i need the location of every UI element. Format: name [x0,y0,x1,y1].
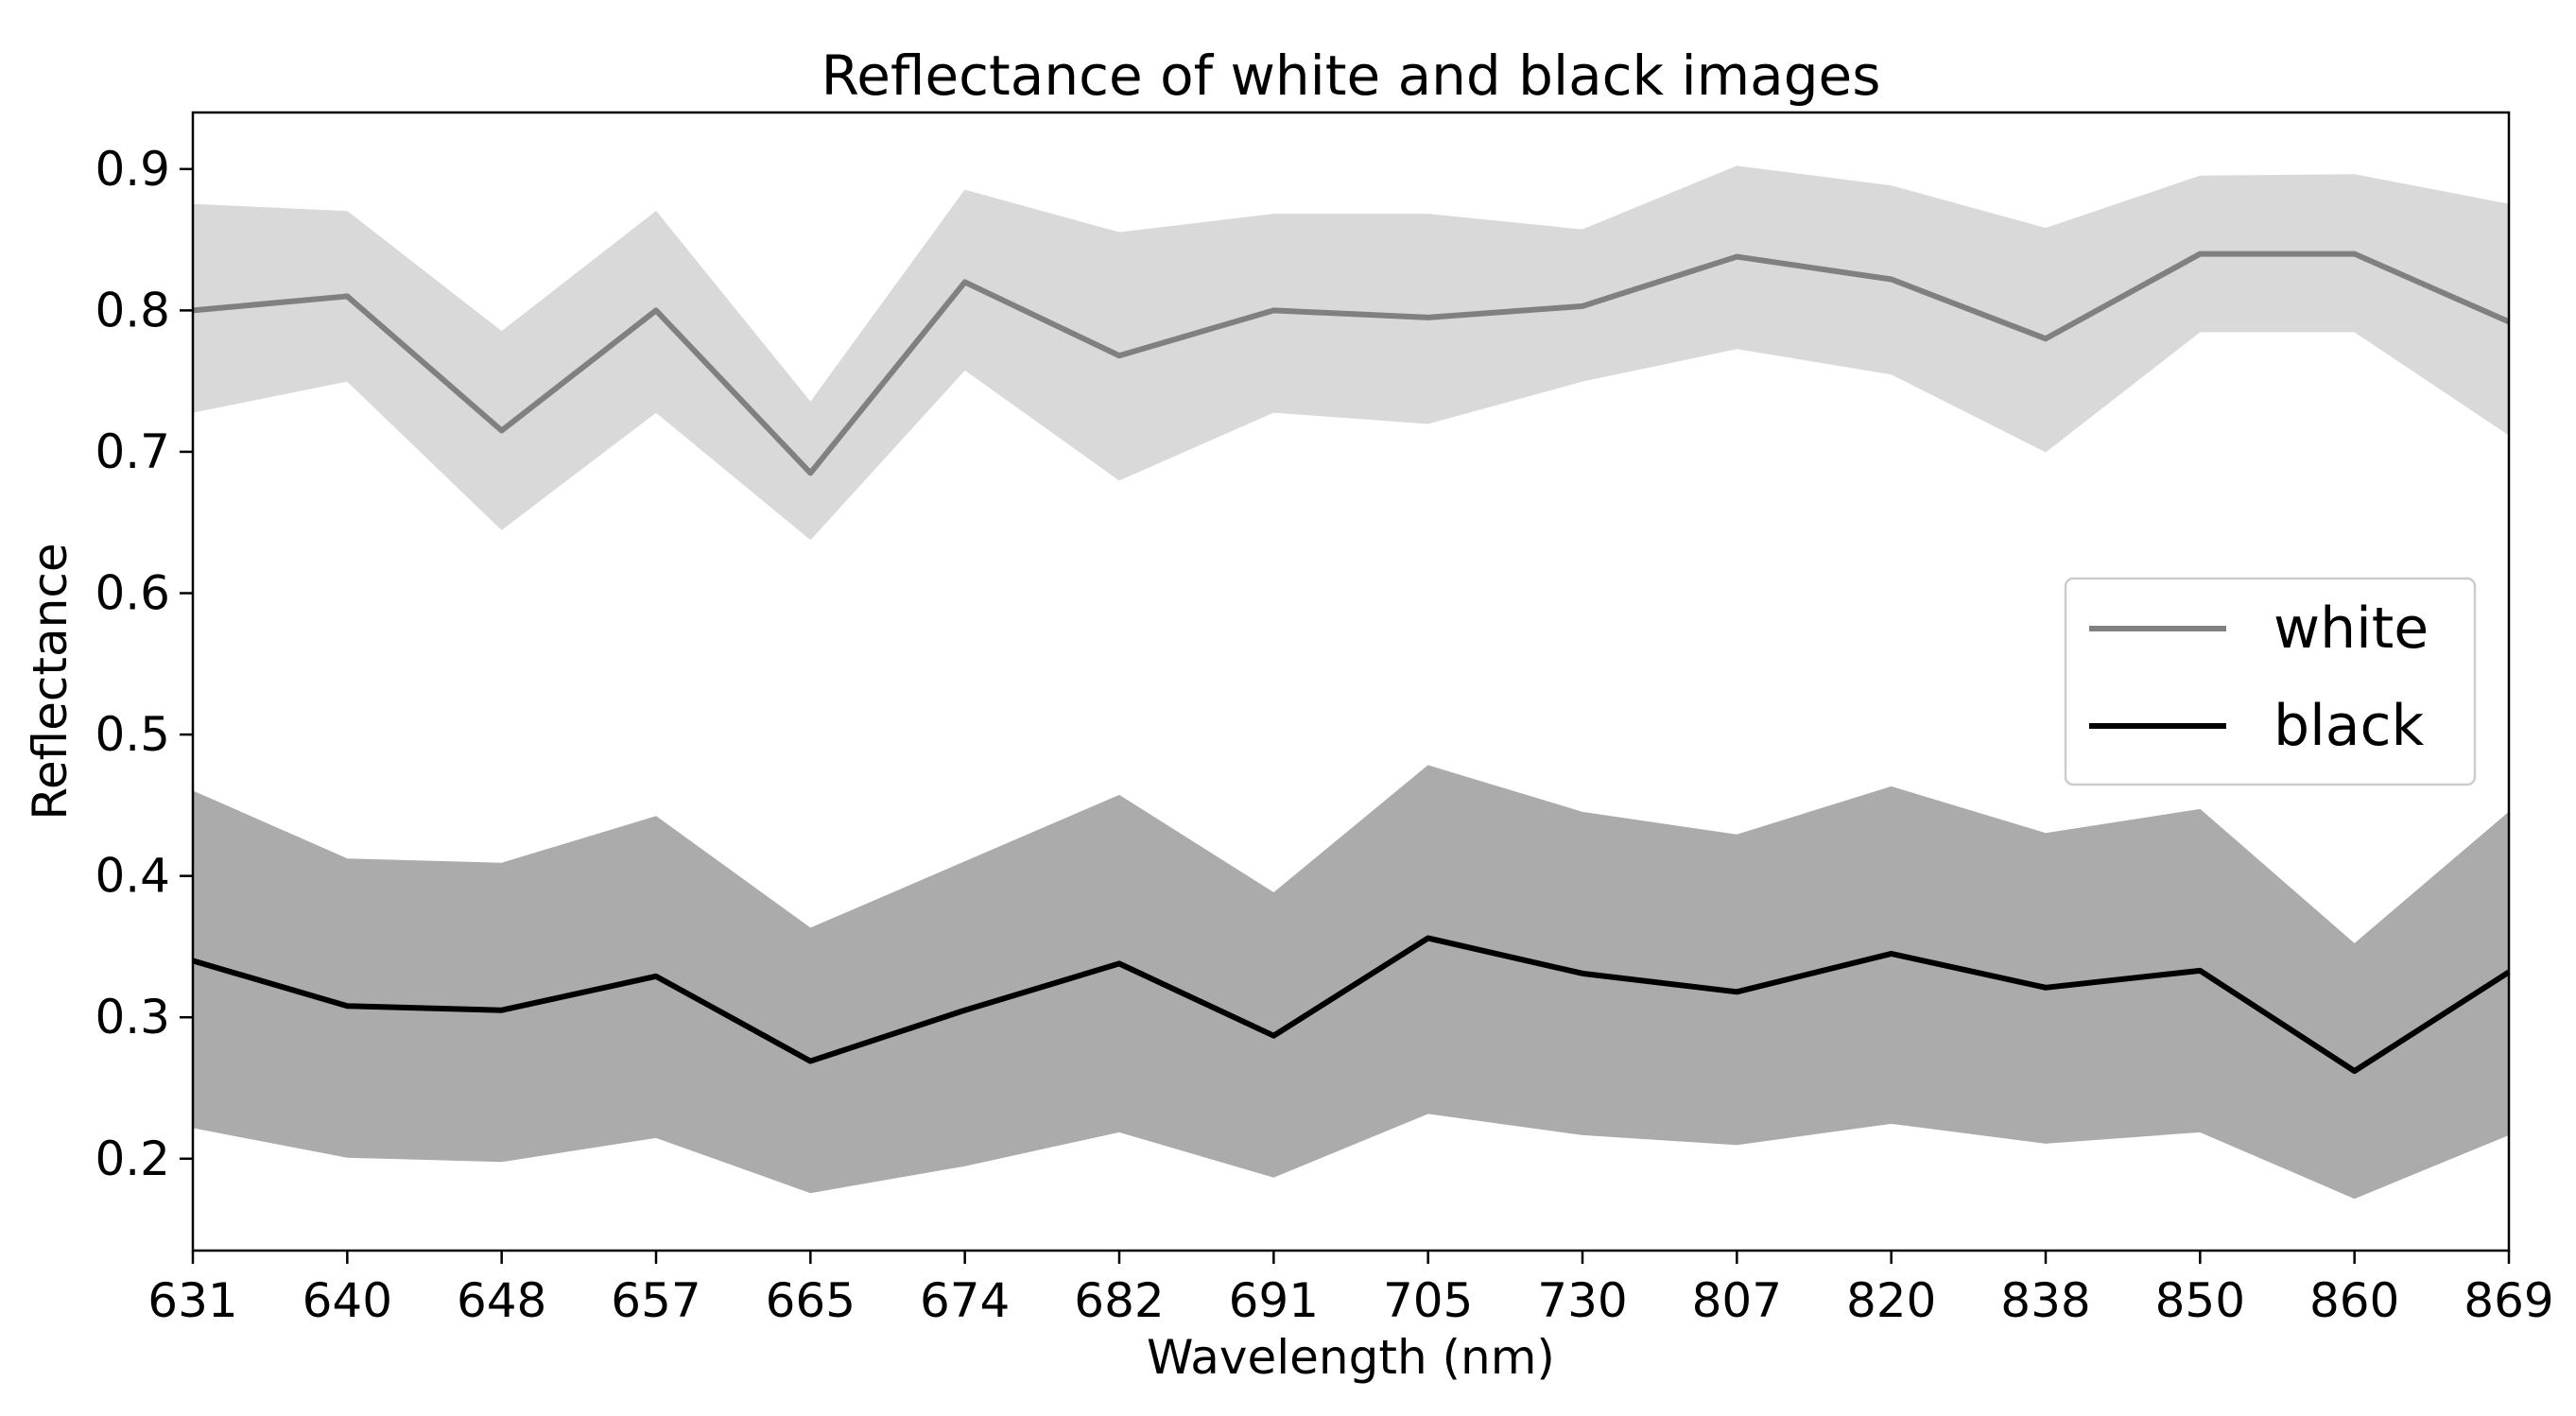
x-tick-label: 665 [766,1273,856,1328]
x-tick-label: 850 [2155,1273,2245,1328]
chart-title: Reflectance of white and black images [821,43,1881,108]
x-tick-label: 631 [147,1273,237,1328]
band-black [192,765,2510,1200]
x-tick-label: 807 [1692,1273,1782,1328]
x-tick-label: 820 [1846,1273,1936,1328]
legend-label-white: white [2273,596,2429,662]
y-tick-label: 0.2 [95,1131,170,1186]
x-tick-label: 682 [1074,1273,1164,1328]
y-tick-label: 0.4 [95,849,170,904]
y-tick-label: 0.9 [95,142,170,197]
legend: white black [2064,577,2477,786]
x-tick-label: 674 [920,1273,1010,1328]
y-tick-label: 0.8 [95,283,170,337]
y-tick-label: 0.6 [95,566,170,621]
x-axis: 631 640 648 657 665 674 682 691 705 730 807 820 838 8… [147,1251,2554,1328]
x-tick-label: 730 [1537,1273,1627,1328]
line-black [192,935,2511,1075]
y-axis: 0.2 0.3 0.4 0.5 0.6 0.7 0.8 0.9 [95,142,193,1186]
x-tick-label: 648 [457,1273,546,1328]
x-axis-label: Wavelength (nm) [1147,1330,1555,1385]
legend-label-black: black [2273,693,2425,759]
x-tick-label: 869 [2464,1273,2553,1328]
x-tick-label: 705 [1383,1273,1473,1328]
confidence-bands [192,165,2510,1200]
band-white [192,165,2510,541]
plot-frame [191,111,2511,1252]
x-tick-label: 691 [1229,1273,1319,1328]
x-tick-label: 860 [2309,1273,2399,1328]
x-tick-label: 640 [303,1273,392,1328]
x-tick-label: 657 [611,1273,700,1328]
y-tick-label: 0.5 [95,707,170,762]
y-tick-label: 0.3 [95,990,170,1045]
series-lines [192,250,2511,1075]
line-white [192,250,2511,476]
y-tick-label: 0.7 [95,424,170,479]
x-tick-label: 838 [2000,1273,2090,1328]
y-axis-label: Reflectance [23,543,78,820]
